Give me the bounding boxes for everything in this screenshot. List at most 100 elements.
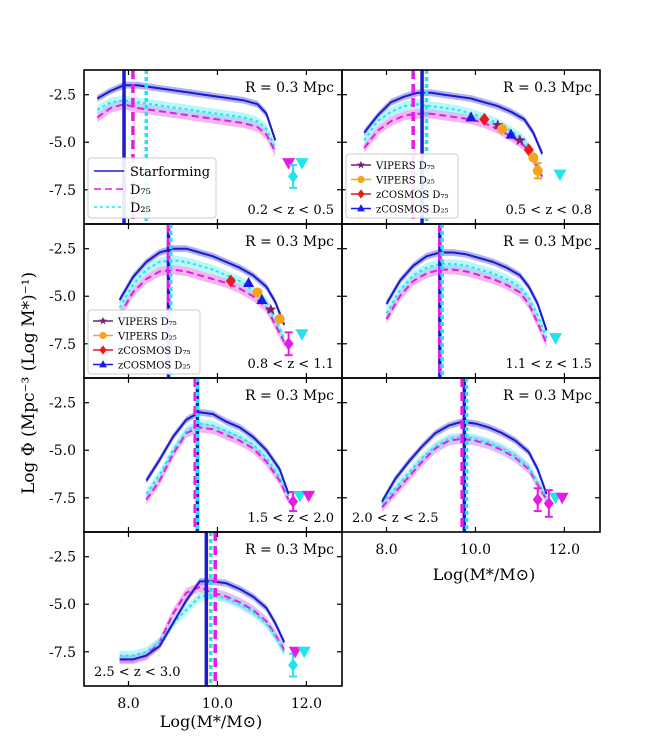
panel-2: R = 0.3 Mpc 0.5 < z < 0.8 VIPERS D₇₅ VIPERS…	[341, 69, 601, 225]
redshift-label: 0.8 < z < 1.1	[247, 357, 334, 372]
x-tick-label: 10.0	[202, 696, 233, 712]
x-tick-label: 8.0	[117, 696, 139, 712]
panel-4: R = 0.3 Mpc 1.1 < z < 1.5	[341, 223, 601, 379]
d25-line	[119, 593, 286, 657]
radius-label: R = 0.3 Mpc	[503, 388, 592, 404]
main-legend-box	[87, 157, 217, 219]
d25-line	[381, 435, 548, 505]
radius-label: R = 0.3 Mpc	[503, 234, 592, 250]
legend-label: zCOSMOS D₇₅	[118, 346, 190, 357]
data-point-star	[514, 134, 526, 146]
data-point-circle	[497, 123, 508, 134]
y-tick-label: -7.5	[49, 645, 76, 661]
data-point-star	[492, 119, 504, 130]
panel-frame	[341, 377, 601, 533]
d25-line	[145, 422, 290, 497]
d75-band	[146, 422, 289, 505]
data-point-tri_down	[553, 169, 567, 182]
data-point-star	[265, 303, 277, 315]
data-point-tri_down	[293, 490, 307, 503]
redshift-label: 0.2 < z < 0.5	[247, 203, 334, 218]
radius-label: R = 0.3 Mpc	[245, 388, 334, 404]
data-point-tri_down	[282, 158, 296, 170]
panel-frame	[83, 531, 343, 687]
radius-label: R = 0.3 Mpc	[245, 542, 334, 558]
data-point-diamond	[288, 495, 299, 509]
data-point-diamond	[288, 658, 299, 672]
y-tick-label: -7.5	[49, 183, 76, 199]
points-legend-box	[345, 153, 459, 219]
legend-marker-star	[98, 316, 108, 325]
starforming-line	[96, 84, 277, 141]
legend-label: VIPERS D₂₅	[375, 176, 435, 187]
redshift-label: 2.5 < z < 3.0	[94, 665, 181, 680]
panel-plot-area	[119, 532, 311, 686]
y-axis-label: Log Φ (Mpc⁻³ (Log M*)⁻¹)	[19, 272, 39, 494]
d75-line	[145, 426, 290, 501]
data-point-diamond	[479, 112, 490, 126]
panel-plot-area	[385, 224, 563, 378]
d75-line	[118, 268, 286, 343]
data-point-circle	[274, 314, 285, 325]
x-tick-label: 12.0	[549, 542, 580, 558]
legend-label: VIPERS D₇₅	[375, 161, 435, 172]
legend-label: Starforming	[130, 165, 210, 180]
y-tick-label: -5.0	[49, 135, 76, 151]
radius-label: R = 0.3 Mpc	[245, 80, 334, 96]
legend-marker-diamond	[357, 189, 365, 199]
starforming-line	[381, 420, 548, 503]
legend-label: VIPERS D₂₅	[117, 332, 177, 343]
legend-label: VIPERS D₇₅	[117, 317, 177, 328]
legend-label: zCOSMOS D₂₅	[376, 205, 448, 216]
redshift-label: 0.5 < z < 0.8	[505, 203, 592, 218]
panel-5: -2.5 -5.0 -7.5 R = 0.3 Mpc 1.5 < z < 2.0	[49, 377, 343, 533]
d75-line	[385, 268, 548, 345]
legend-marker-triangle	[357, 204, 365, 212]
points-legend-box	[87, 309, 201, 375]
radius-label: R = 0.3 Mpc	[245, 234, 334, 250]
y-tick-label: -2.5	[49, 550, 76, 566]
y-tick-label: -2.5	[49, 242, 76, 258]
starforming-band	[386, 249, 547, 334]
data-point-tri_down	[549, 333, 563, 345]
data-point-tri_down	[302, 490, 316, 503]
starforming-band	[97, 81, 276, 144]
data-point-diamond	[543, 496, 554, 510]
starforming-line	[118, 247, 286, 326]
x-axis-label-right: Log(M*/M⊙)	[433, 565, 536, 584]
data-point-diamond	[532, 493, 543, 507]
data-point-tri_down	[297, 646, 311, 659]
starforming-line	[363, 91, 544, 155]
data-point-triangle	[465, 111, 477, 122]
panels-group: -2.5 -5.0 -7.5 R = 0.3 Mpc 0.2 < z < 0.5 Star…	[49, 69, 601, 712]
redshift-label: 1.5 < z < 2.0	[247, 511, 334, 526]
d25-band	[382, 432, 547, 509]
x-tick-label: 8.0	[375, 542, 397, 558]
y-tick-label: -2.5	[49, 396, 76, 412]
legend-label: zCOSMOS D₂₅	[118, 361, 190, 372]
legend-marker-diamond	[99, 345, 107, 355]
data-point-tri_down	[295, 329, 309, 341]
data-point-circle	[528, 152, 539, 163]
data-point-tri_down	[288, 646, 302, 659]
legend-label: D₂₅	[130, 201, 151, 216]
starforming-line	[145, 411, 290, 495]
y-tick-label: -2.5	[49, 88, 76, 104]
d25-line	[385, 262, 548, 339]
legend-marker-circle	[357, 175, 365, 184]
panel-plot-area	[145, 378, 316, 532]
panel-1: -2.5 -5.0 -7.5 R = 0.3 Mpc 0.2 < z < 0.5 Star…	[49, 69, 343, 225]
legend-marker-circle	[99, 331, 107, 340]
x-axis-label-bottom: Log(M*/M⊙)	[160, 712, 263, 731]
data-point-tri_down	[555, 492, 569, 505]
d75-line	[96, 103, 277, 153]
x-tick-label: 10.0	[460, 542, 491, 558]
radius-label: R = 0.3 Mpc	[503, 80, 592, 96]
y-tick-label: -5.0	[49, 443, 76, 459]
starforming-line	[385, 251, 548, 331]
panel-7: -2.5 -5.0 -7.5 8.0 10.0 12.0 R = 0.3 Mpc 2.5 < …	[49, 531, 343, 712]
x-tick-label: 12.0	[291, 696, 322, 712]
d75-line	[381, 437, 548, 508]
data-point-diamond	[225, 274, 236, 288]
